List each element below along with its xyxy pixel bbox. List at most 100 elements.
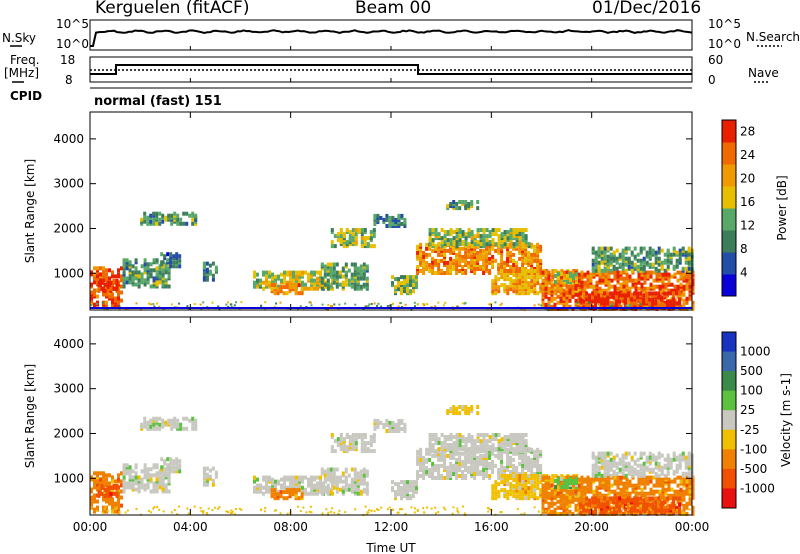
velocity-cell bbox=[500, 463, 504, 468]
power-cell bbox=[423, 304, 426, 307]
power-cell bbox=[524, 285, 528, 290]
velocity-cell bbox=[583, 491, 587, 496]
velocity-cell bbox=[645, 496, 649, 501]
velocity-cell bbox=[536, 478, 540, 482]
velocity-cell bbox=[606, 500, 610, 505]
power-cell bbox=[678, 248, 682, 253]
power-cell bbox=[639, 258, 643, 263]
velocity-cell bbox=[476, 468, 480, 472]
velocity-cell bbox=[440, 445, 444, 450]
velocity-cell bbox=[515, 478, 519, 482]
velocity-cell bbox=[109, 485, 113, 490]
power-cell bbox=[652, 270, 656, 275]
power-cell bbox=[321, 303, 324, 306]
power-cell bbox=[642, 293, 646, 298]
power-cell bbox=[600, 297, 604, 302]
power-cell bbox=[625, 304, 628, 307]
power-cell bbox=[654, 266, 658, 271]
velocity-cell bbox=[594, 496, 598, 501]
velocity-cell bbox=[506, 435, 510, 439]
velocity-cell bbox=[443, 476, 447, 480]
power-cell bbox=[464, 250, 468, 255]
power-cell bbox=[586, 294, 590, 299]
power-cell bbox=[134, 258, 138, 263]
power-cell bbox=[591, 299, 595, 304]
power-cell bbox=[140, 276, 144, 281]
power-cell bbox=[670, 296, 674, 301]
velocity-cell bbox=[140, 481, 144, 486]
velocity-cell bbox=[131, 475, 135, 480]
velocity-cell bbox=[335, 475, 339, 480]
power-cell bbox=[642, 264, 646, 269]
power-cell bbox=[536, 263, 540, 267]
power-cell bbox=[149, 221, 153, 226]
velocity-cell bbox=[158, 485, 162, 490]
power-cell bbox=[288, 287, 292, 292]
velocity-cell bbox=[473, 472, 477, 476]
power-cell bbox=[143, 219, 147, 224]
velocity-cell bbox=[449, 453, 453, 458]
power-cell bbox=[609, 268, 613, 273]
velocity-cell bbox=[691, 483, 695, 488]
power-cell bbox=[497, 285, 501, 290]
power-cell bbox=[562, 288, 566, 293]
power-cell bbox=[530, 242, 534, 247]
velocity-cell bbox=[518, 441, 522, 446]
power-cell bbox=[118, 305, 121, 308]
velocity-cell bbox=[601, 483, 605, 488]
velocity-cell bbox=[476, 405, 480, 409]
power-cell bbox=[452, 258, 456, 263]
velocity-cell bbox=[170, 418, 174, 423]
velocity-cell bbox=[606, 451, 610, 456]
velocity-cell bbox=[627, 510, 631, 515]
power-cell bbox=[90, 300, 93, 305]
velocity-cell bbox=[491, 443, 495, 448]
velocity-cell bbox=[691, 511, 695, 516]
power-cell bbox=[359, 264, 363, 269]
velocity-cell bbox=[464, 405, 468, 409]
velocity-cell bbox=[612, 500, 616, 505]
velocity-cell bbox=[524, 457, 528, 462]
power-cell bbox=[385, 213, 389, 218]
velocity-cell bbox=[304, 491, 307, 496]
velocity-cell bbox=[286, 475, 289, 480]
velocity-cell bbox=[678, 502, 682, 507]
power-cell bbox=[112, 286, 116, 291]
power-cell bbox=[673, 272, 677, 277]
velocity-cell bbox=[583, 477, 587, 482]
velocity-cell bbox=[166, 463, 170, 468]
velocity-cell bbox=[283, 481, 286, 486]
power-cell bbox=[176, 221, 180, 226]
velocity-cell bbox=[359, 477, 363, 482]
power-cell bbox=[143, 211, 147, 216]
power-cell bbox=[553, 296, 557, 301]
velocity-cell bbox=[580, 475, 584, 480]
velocity-cell bbox=[518, 478, 522, 482]
velocity-cell bbox=[416, 449, 420, 454]
power-cell bbox=[669, 260, 673, 265]
power-cell bbox=[667, 288, 671, 293]
velocity-cell bbox=[274, 485, 277, 490]
power-cell bbox=[604, 274, 608, 279]
power-cell bbox=[470, 260, 474, 265]
power-cell bbox=[556, 300, 560, 305]
power-cell bbox=[434, 244, 438, 249]
power-cell bbox=[446, 204, 450, 209]
velocity-cell bbox=[539, 468, 543, 472]
power-cell bbox=[488, 244, 492, 249]
power-cell bbox=[99, 272, 102, 277]
velocity-cell bbox=[268, 475, 271, 480]
power-cell bbox=[320, 286, 324, 291]
power-cell bbox=[452, 230, 456, 234]
velocity-cell bbox=[512, 447, 516, 452]
power-cell bbox=[443, 260, 447, 265]
power-cell bbox=[391, 215, 395, 220]
power-cell bbox=[286, 270, 289, 275]
power-cell bbox=[125, 280, 129, 285]
power-cell bbox=[155, 266, 159, 271]
velocity-cell bbox=[621, 467, 625, 472]
velocity-cell bbox=[437, 472, 441, 476]
power-cell bbox=[283, 280, 286, 285]
noise-tick-bottom-right: 10^0 bbox=[708, 37, 741, 51]
velocity-cell bbox=[672, 508, 676, 513]
